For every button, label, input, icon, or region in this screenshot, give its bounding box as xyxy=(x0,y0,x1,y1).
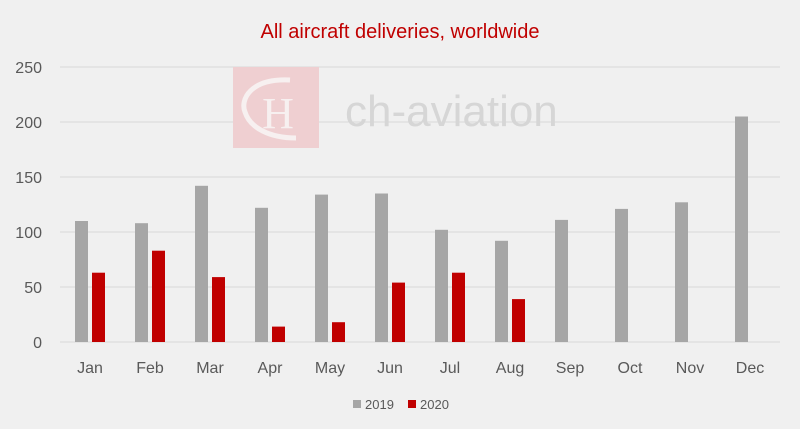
y-tick-label: 0 xyxy=(33,335,42,352)
x-tick-label: Apr xyxy=(258,360,284,377)
bar-2019-Jan xyxy=(75,221,88,342)
watermark-text: ch-aviation xyxy=(345,87,558,136)
chart-title: All aircraft deliveries, worldwide xyxy=(261,21,540,43)
bar-2019-Apr xyxy=(255,207,268,342)
bar-2020-Jan xyxy=(92,272,105,342)
bar-2019-Sep xyxy=(555,219,568,342)
y-tick-label: 200 xyxy=(15,115,42,132)
watermark-logo-arc xyxy=(241,77,297,141)
x-tick-label: May xyxy=(315,360,345,377)
x-tick-label: Aug xyxy=(496,360,524,377)
bar-2019-Feb xyxy=(135,223,148,342)
gridlines xyxy=(60,66,780,343)
legend-label: 2020 xyxy=(420,397,449,412)
x-tick-label: Oct xyxy=(618,360,643,377)
x-tick-label: Mar xyxy=(196,360,224,377)
legend-swatch-2020 xyxy=(408,400,416,408)
bars xyxy=(75,116,748,342)
bar-2020-Aug xyxy=(512,299,525,342)
legend: 2019 2020 xyxy=(353,397,449,412)
y-tick-label: 250 xyxy=(15,60,42,77)
bar-2019-May xyxy=(315,194,328,342)
bar-2020-Apr xyxy=(272,326,285,342)
y-tick-label: 150 xyxy=(15,170,42,187)
x-tick-label: Jul xyxy=(440,360,460,377)
bar-2019-Dec xyxy=(735,116,748,342)
bar-2020-Feb xyxy=(152,250,165,342)
x-tick-label: Jan xyxy=(77,360,103,377)
bar-2020-Jul xyxy=(452,272,465,342)
bar-2020-Jun xyxy=(392,282,405,342)
x-tick-label: Jun xyxy=(377,360,403,377)
bar-2020-May xyxy=(332,322,345,342)
x-axis: Jan Feb Mar Apr May Jun Jul Aug Sep Oct Nov Dec xyxy=(77,360,764,377)
legend-swatch-2019 xyxy=(353,400,361,408)
bar-2019-Mar xyxy=(195,185,208,342)
bar-2019-Jul xyxy=(435,229,448,342)
watermark: H ch-aviation xyxy=(233,67,558,148)
x-tick-label: Dec xyxy=(736,360,764,377)
x-tick-label: Feb xyxy=(136,360,164,377)
bar-2019-Nov xyxy=(675,202,688,342)
y-axis: 0 50 100 150 200 250 xyxy=(15,60,42,352)
x-tick-label: Sep xyxy=(556,360,585,377)
svg-text:H: H xyxy=(262,89,294,138)
bar-2019-Oct xyxy=(615,208,628,342)
bar-2019-Aug xyxy=(495,240,508,342)
x-tick-label: Nov xyxy=(676,360,704,377)
bar-2020-Mar xyxy=(212,277,225,342)
y-tick-label: 50 xyxy=(24,280,42,297)
y-tick-label: 100 xyxy=(15,225,42,242)
legend-label: 2019 xyxy=(365,397,394,412)
bar-2019-Jun xyxy=(375,193,388,342)
